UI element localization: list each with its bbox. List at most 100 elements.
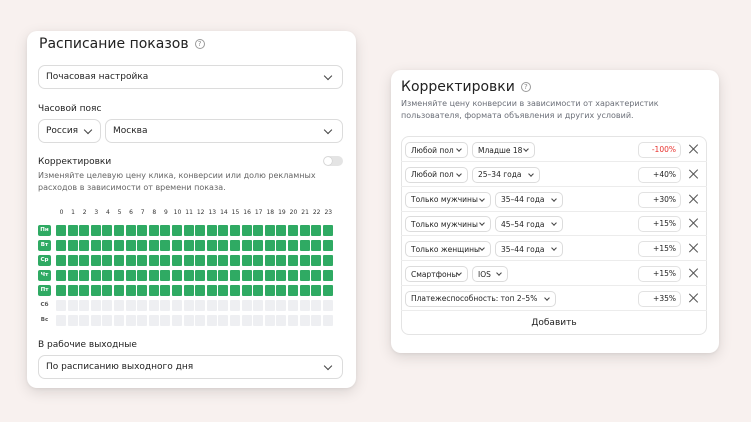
schedule-cell[interactable] <box>276 240 287 251</box>
schedule-cell[interactable] <box>195 240 206 251</box>
schedule-cell[interactable] <box>276 285 287 296</box>
schedule-cell[interactable] <box>218 255 229 266</box>
schedule-cell[interactable] <box>253 270 264 281</box>
schedule-cell[interactable] <box>148 225 159 236</box>
close-icon[interactable] <box>689 144 699 154</box>
schedule-cell[interactable] <box>148 270 159 281</box>
schedule-cell[interactable] <box>322 270 333 281</box>
schedule-cell[interactable] <box>322 225 333 236</box>
schedule-cell[interactable] <box>276 255 287 266</box>
schedule-cell[interactable] <box>148 300 159 311</box>
schedule-cell[interactable] <box>311 300 322 311</box>
city-select[interactable]: Москва <box>105 119 343 143</box>
schedule-cell[interactable] <box>299 225 310 236</box>
schedule-cell[interactable] <box>206 240 217 251</box>
condition-select[interactable]: Любой пол <box>405 166 468 183</box>
day-label[interactable]: Чт <box>38 270 51 281</box>
schedule-cell[interactable] <box>79 315 90 326</box>
schedule-cell[interactable] <box>137 240 148 251</box>
schedule-cell[interactable] <box>241 240 252 251</box>
schedule-cell[interactable] <box>241 270 252 281</box>
schedule-cell[interactable] <box>125 255 136 266</box>
schedule-cell[interactable] <box>288 270 298 281</box>
close-icon[interactable] <box>689 194 699 204</box>
schedule-cell[interactable] <box>160 225 171 236</box>
schedule-cell[interactable] <box>253 285 264 296</box>
day-label[interactable]: Пт <box>38 285 51 296</box>
schedule-cell[interactable] <box>183 255 194 266</box>
schedule-cell[interactable] <box>322 240 333 251</box>
schedule-cell[interactable] <box>125 285 136 296</box>
schedule-cell[interactable] <box>311 255 322 266</box>
condition-select[interactable]: IOS <box>472 266 508 282</box>
schedule-cell[interactable] <box>148 240 159 251</box>
schedule-cell[interactable] <box>288 225 298 236</box>
weekend-select[interactable]: По расписанию выходного дня <box>38 355 343 379</box>
schedule-cell[interactable] <box>56 240 66 251</box>
schedule-cell[interactable] <box>90 300 101 311</box>
schedule-cell[interactable] <box>102 315 113 326</box>
schedule-cell[interactable] <box>102 240 113 251</box>
schedule-cell[interactable] <box>276 225 287 236</box>
add-correction-button[interactable]: Добавить <box>531 318 577 328</box>
schedule-cell[interactable] <box>67 255 78 266</box>
schedule-cell[interactable] <box>79 300 90 311</box>
schedule-cell[interactable] <box>253 315 264 326</box>
schedule-cell[interactable] <box>160 315 171 326</box>
schedule-cell[interactable] <box>230 315 240 326</box>
condition-select[interactable]: Смартфоны <box>405 266 468 282</box>
condition-select[interactable]: Только мужчины <box>405 216 491 233</box>
schedule-cell[interactable] <box>67 300 78 311</box>
schedule-cell[interactable] <box>195 300 206 311</box>
schedule-cell[interactable] <box>102 285 113 296</box>
schedule-cell[interactable] <box>299 300 310 311</box>
schedule-cell[interactable] <box>102 300 113 311</box>
schedule-cell[interactable] <box>56 270 66 281</box>
schedule-cell[interactable] <box>172 270 182 281</box>
schedule-cell[interactable] <box>206 225 217 236</box>
schedule-cell[interactable] <box>114 270 124 281</box>
schedule-cell[interactable] <box>206 315 217 326</box>
condition-select[interactable]: Только женщины <box>405 241 491 258</box>
schedule-cell[interactable] <box>172 255 182 266</box>
schedule-cell[interactable] <box>230 255 240 266</box>
close-icon[interactable] <box>689 169 699 179</box>
schedule-cell[interactable] <box>195 315 206 326</box>
schedule-cell[interactable] <box>218 315 229 326</box>
schedule-cell[interactable] <box>172 240 182 251</box>
schedule-cell[interactable] <box>230 300 240 311</box>
schedule-cell[interactable] <box>230 270 240 281</box>
schedule-cell[interactable] <box>56 285 66 296</box>
schedule-cell[interactable] <box>276 270 287 281</box>
schedule-cell[interactable] <box>241 285 252 296</box>
schedule-cell[interactable] <box>299 270 310 281</box>
schedule-cell[interactable] <box>253 225 264 236</box>
schedule-cell[interactable] <box>183 270 194 281</box>
schedule-cell[interactable] <box>183 225 194 236</box>
schedule-cell[interactable] <box>137 255 148 266</box>
schedule-cell[interactable] <box>160 300 171 311</box>
day-label[interactable]: Вс <box>40 317 49 323</box>
schedule-cell[interactable] <box>218 270 229 281</box>
schedule-cell[interactable] <box>148 255 159 266</box>
schedule-cell[interactable] <box>311 270 322 281</box>
schedule-cell[interactable] <box>241 315 252 326</box>
schedule-cell[interactable] <box>90 315 101 326</box>
schedule-cell[interactable] <box>90 225 101 236</box>
schedule-cell[interactable] <box>137 315 148 326</box>
schedule-cell[interactable] <box>125 270 136 281</box>
schedule-cell[interactable] <box>264 255 275 266</box>
schedule-cell[interactable] <box>195 255 206 266</box>
schedule-cell[interactable] <box>253 240 264 251</box>
schedule-cell[interactable] <box>241 255 252 266</box>
schedule-cell[interactable] <box>137 225 148 236</box>
schedule-cell[interactable] <box>299 240 310 251</box>
schedule-cell[interactable] <box>90 285 101 296</box>
schedule-cell[interactable] <box>195 285 206 296</box>
schedule-cell[interactable] <box>172 315 182 326</box>
close-icon[interactable] <box>689 268 699 278</box>
schedule-cell[interactable] <box>90 240 101 251</box>
schedule-cell[interactable] <box>102 225 113 236</box>
schedule-cell[interactable] <box>218 300 229 311</box>
schedule-cell[interactable] <box>172 225 182 236</box>
